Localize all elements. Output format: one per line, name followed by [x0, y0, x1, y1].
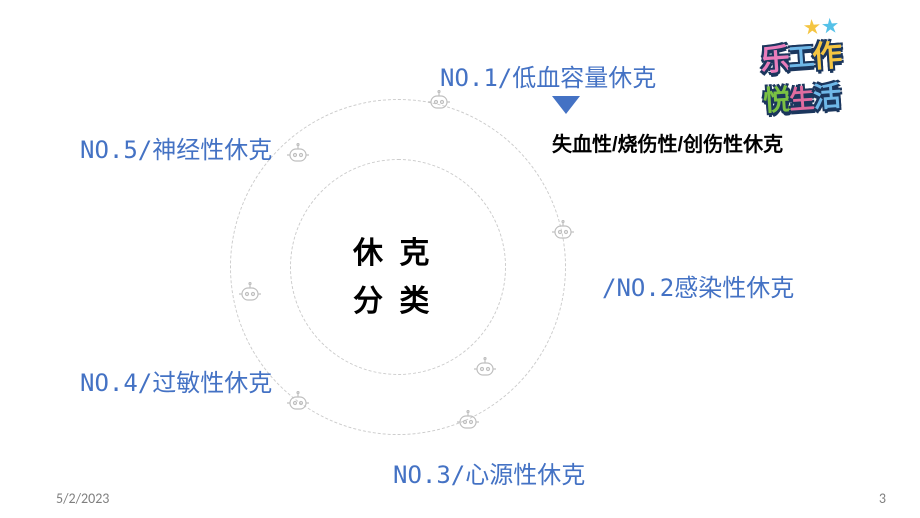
center-title-line2: 分 类: [353, 278, 433, 326]
callout-text: 心源性休克: [465, 463, 585, 489]
callout-no3: NO.3/心源性休克: [393, 455, 585, 490]
callout-prefix: NO.3/: [393, 461, 465, 489]
callout-text: 过敏性休克: [152, 371, 272, 397]
brand-logo: ★★ 乐工作 悦生活: [759, 15, 846, 119]
robot-icon: [472, 357, 498, 379]
callout-text: 低血容量休克: [512, 66, 656, 92]
logo-char: 作: [811, 30, 844, 76]
logo-row1: 乐工作: [760, 30, 843, 79]
triangle-pointer: [552, 96, 580, 114]
robot-icon: [285, 143, 311, 165]
logo-row2: 悦生活: [763, 74, 846, 119]
callout-prefix: NO.1/: [440, 64, 512, 92]
callout-no2: /NO.2感染性休克: [602, 268, 794, 303]
center-title: 休 克 分 类: [353, 230, 433, 326]
logo-char: 活: [812, 74, 843, 116]
slide-stage: 休 克 分 类 NO.1/低血容量休克/NO.2感染性休克NO.3/心源性休克N…: [0, 0, 920, 518]
footer-date: 5/2/2023: [56, 490, 109, 507]
callout-no4: NO.4/过敏性休克: [80, 363, 272, 398]
callout-no5: NO.5/神经性休克: [80, 130, 272, 165]
callout-prefix: NO.5/: [80, 136, 152, 164]
callout-text: 神经性休克: [152, 138, 272, 164]
callout-prefix: NO.4/: [80, 369, 152, 397]
robot-icon: [285, 391, 311, 413]
center-title-line1: 休 克: [353, 230, 433, 278]
robot-icon: [426, 90, 452, 112]
callout-text: 感染性休克: [674, 276, 794, 302]
callout-prefix: /NO.2: [602, 274, 674, 302]
robot-icon: [237, 282, 263, 304]
robot-icon: [455, 410, 481, 432]
callout-no1: NO.1/低血容量休克: [440, 58, 656, 93]
subnote-text: 失血性/烧伤性/创伤性休克: [552, 132, 812, 159]
footer-page-number: 3: [879, 490, 886, 507]
robot-icon: [550, 220, 576, 242]
